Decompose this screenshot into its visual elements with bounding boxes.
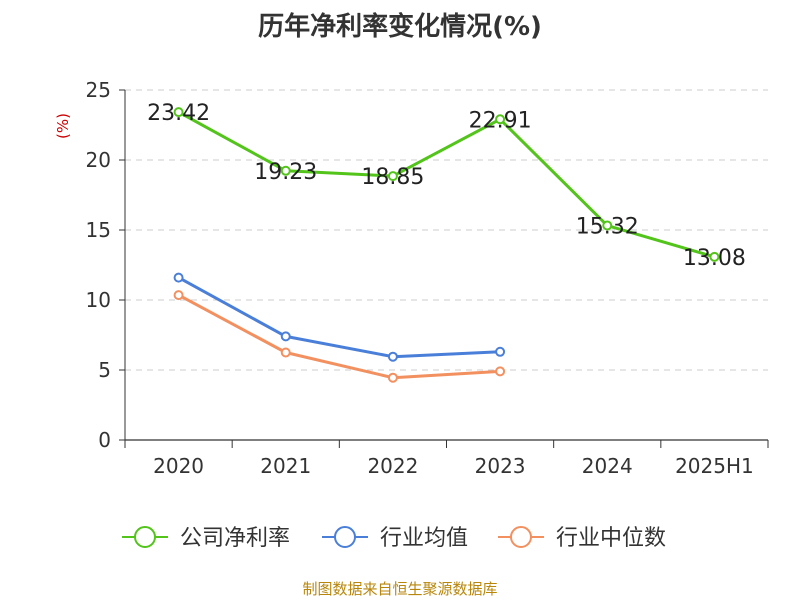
data-point: [387, 171, 398, 182]
data-label: 23.42: [147, 101, 210, 126]
series-lines: [173, 107, 720, 383]
chart-title: 历年净利率变化情况(%): [258, 12, 542, 42]
data-label: 18.85: [361, 165, 424, 190]
data-label: 19.23: [254, 160, 317, 185]
legend-label: 公司净利率: [180, 526, 290, 551]
y-tick-label: 15: [86, 218, 111, 242]
data-point: [280, 331, 291, 342]
data-point: [173, 290, 184, 301]
data-label: 15.32: [576, 215, 639, 240]
x-tick-label: 2022: [367, 454, 418, 478]
grid-lines: [125, 89, 768, 371]
x-tick-label: 2025H1: [675, 454, 754, 478]
y-axis-unit: (%): [54, 113, 72, 139]
data-point: [495, 346, 506, 357]
x-tick-label: 2023: [475, 454, 526, 478]
legend-marker: [510, 526, 532, 548]
series-line: [177, 110, 715, 259]
legend-marker: [134, 526, 156, 548]
series-line: [177, 293, 501, 380]
y-tick-label: 0: [98, 428, 111, 452]
data-point: [387, 372, 398, 383]
x-tick-label: 2021: [260, 454, 311, 478]
legend-marker: [334, 526, 356, 548]
data-point: [387, 351, 398, 362]
data-labels: 23.42 19.23 18.85 22.91 15.32 13.08: [147, 101, 746, 271]
legend-label: 行业均值: [380, 526, 468, 551]
data-point: [280, 165, 291, 176]
data-point: [495, 366, 506, 377]
data-label: 13.08: [683, 246, 746, 271]
data-point: [280, 347, 291, 358]
legend-label: 行业中位数: [556, 526, 666, 551]
data-source-note: 制图数据来自恒生聚源数据库: [302, 580, 498, 598]
data-point: [173, 107, 184, 118]
y-tick-label: 10: [86, 288, 111, 312]
y-tick-label: 5: [98, 358, 111, 382]
data-point: [173, 272, 184, 283]
data-point: [495, 114, 506, 125]
y-tick-label: 25: [86, 78, 111, 102]
data-point: [602, 220, 613, 231]
series-line: [177, 276, 501, 359]
x-tick-label: 2020: [153, 454, 204, 478]
x-tick-label: 2024: [582, 454, 633, 478]
legend: 公司净利率 行业均值 行业中位数: [122, 526, 666, 551]
data-label: 22.91: [469, 108, 532, 133]
data-point: [709, 251, 720, 262]
y-tick-label: 20: [86, 148, 111, 172]
axes: 0 5 10 15 20 25 (%) 2020 2021 2022 2023 2024 2025H1: [54, 78, 769, 478]
